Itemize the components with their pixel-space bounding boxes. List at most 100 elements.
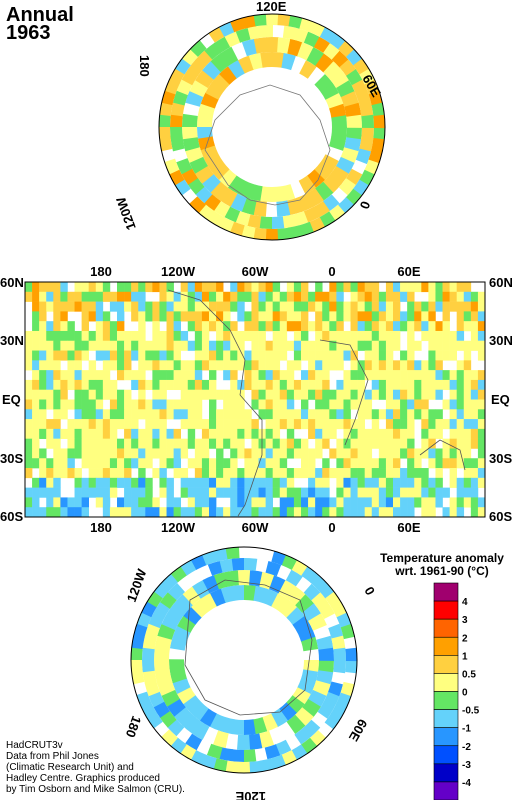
map-cell [293, 291, 302, 302]
map-cell [223, 438, 231, 449]
polar-cell [231, 719, 244, 736]
polar-cell [338, 178, 356, 196]
polar-cell [172, 678, 191, 694]
right-label-60n: 60N [489, 275, 512, 290]
map-cell [201, 428, 210, 439]
polar-cell [172, 625, 191, 642]
map-cell [265, 458, 273, 469]
map-cell [159, 409, 167, 420]
map-cell [145, 399, 153, 410]
map-cell [258, 340, 266, 351]
map-cell [407, 301, 415, 312]
map-cell [477, 379, 485, 391]
map-cell [265, 291, 273, 302]
legend-tick-label: -1 [462, 724, 471, 735]
map-cell [74, 330, 82, 342]
map-cell [194, 419, 203, 430]
map-cell [53, 487, 61, 498]
map-cell [442, 487, 450, 498]
polar-cell [201, 173, 221, 193]
map-cell [428, 360, 436, 371]
map-cell [315, 291, 323, 302]
map-cell [25, 428, 33, 439]
map-cell [435, 370, 443, 381]
map-cell [364, 438, 373, 449]
map-cell [145, 379, 153, 391]
map-cell [95, 468, 104, 479]
polar-cell [229, 193, 247, 212]
map-cell [456, 399, 465, 410]
map-cell [173, 330, 181, 342]
map-cell [477, 419, 485, 430]
map-cell [470, 458, 479, 469]
map-cell [308, 409, 316, 420]
map-cell [187, 291, 196, 302]
map-cell [385, 282, 394, 293]
polar-cell [287, 225, 303, 239]
map-cell [209, 282, 217, 293]
map-cell [187, 419, 196, 430]
polar-cell [355, 148, 371, 165]
map-cell [414, 360, 422, 371]
map-cell [131, 311, 139, 322]
map-cell [124, 428, 132, 439]
map-cell [166, 301, 174, 312]
map-cell [279, 389, 288, 400]
map-cell [286, 428, 295, 439]
map-cell [32, 291, 40, 302]
map-cell [308, 350, 316, 361]
map-cell [393, 321, 401, 332]
map-cell [109, 291, 118, 302]
legend-tick-label: -3 [462, 760, 471, 771]
map-cell [357, 507, 365, 517]
polar-cell [170, 137, 185, 152]
map-cell [209, 399, 217, 410]
polar-cell [270, 708, 289, 728]
map-cell [315, 311, 323, 322]
map-cell [258, 291, 266, 302]
polar-cell [262, 588, 279, 607]
polar-cell [234, 210, 251, 226]
map-cell [67, 360, 75, 371]
map-cell [414, 340, 422, 351]
map-cell [286, 399, 295, 410]
map-cell [329, 399, 337, 410]
map-cell [223, 301, 231, 312]
map-cell [463, 428, 472, 439]
map-cell [442, 330, 450, 342]
map-cell [378, 428, 387, 439]
polar-cell [195, 69, 215, 88]
map-cell [159, 487, 167, 498]
map-cell [371, 360, 380, 371]
map-cell [201, 379, 210, 391]
map-cell [279, 507, 288, 517]
map-cell [180, 448, 189, 459]
map-cell [371, 468, 380, 479]
map-cell [152, 370, 160, 381]
polar-cell [206, 743, 223, 759]
map-cell [322, 321, 330, 332]
map-cell [308, 507, 316, 517]
map-cell [350, 321, 358, 332]
map-cell [194, 497, 203, 508]
map-cell [244, 419, 252, 430]
map-cell [32, 399, 40, 410]
map-cell [244, 321, 252, 332]
map-cell [60, 448, 68, 459]
map-cell [237, 428, 245, 439]
polar-cell [307, 689, 327, 708]
map-cell [53, 282, 61, 293]
map-cell [131, 458, 139, 469]
map-cell [286, 311, 295, 322]
map-cell [442, 321, 450, 332]
map-cell [272, 399, 281, 410]
map-cell [32, 311, 40, 322]
top-label-180: 180 [90, 264, 112, 279]
map-cell [414, 448, 422, 459]
map-cell [145, 282, 153, 293]
polar-cell [157, 679, 176, 696]
map-cell [477, 301, 485, 312]
map-cell [315, 448, 323, 459]
polar-cell [131, 634, 145, 649]
map-cell [102, 419, 111, 430]
